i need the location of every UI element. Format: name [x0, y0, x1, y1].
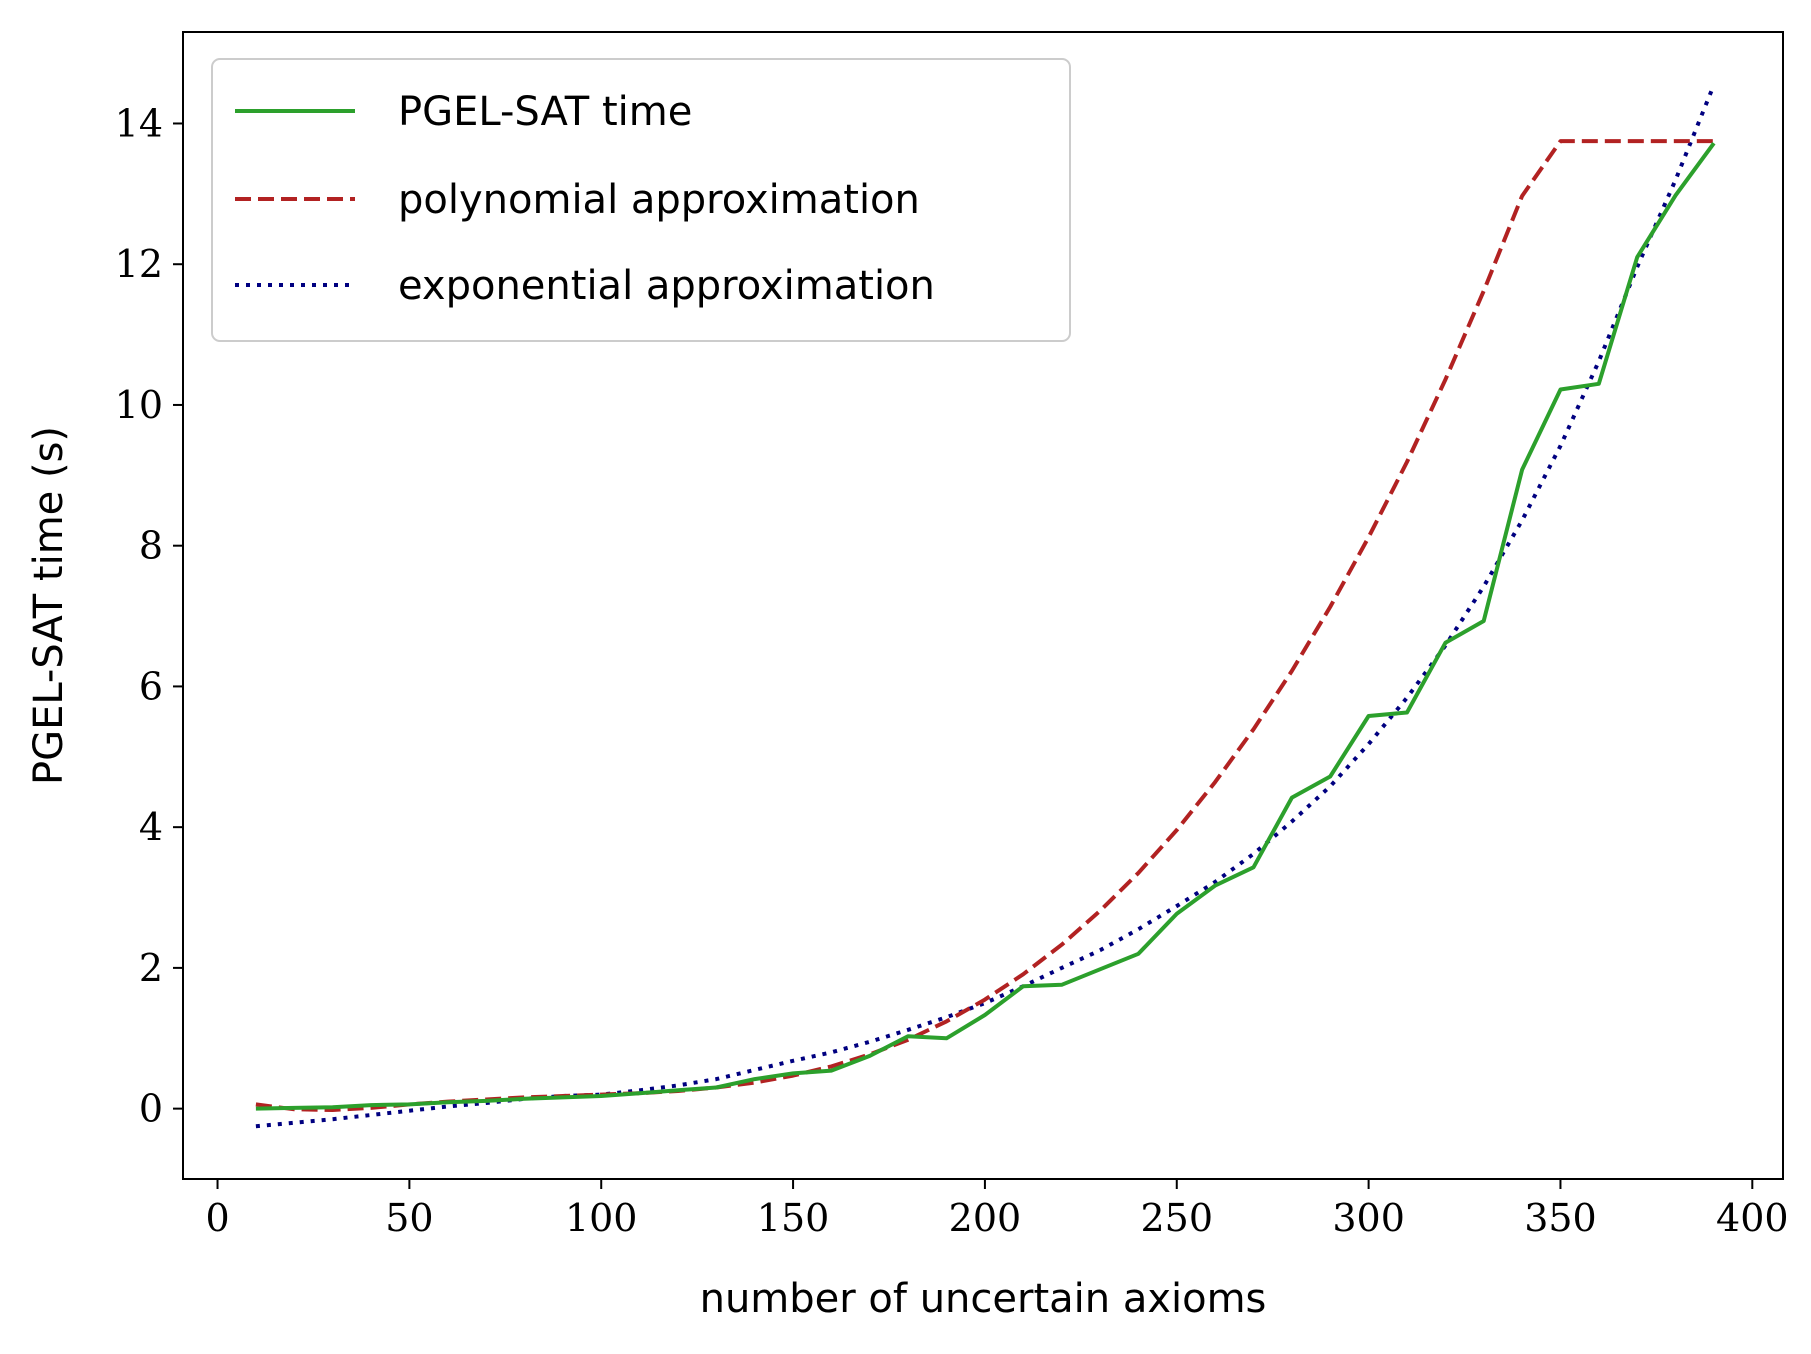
x-tick-label: 350 — [1524, 1196, 1597, 1240]
x-tick-label: 200 — [949, 1196, 1022, 1240]
legend-entry-polynomial-approximation: polynomial approximation — [398, 177, 920, 223]
x-tick-label: 150 — [757, 1196, 830, 1240]
y-tick-label: 8 — [139, 524, 163, 568]
y-tick-label: 0 — [139, 1087, 163, 1131]
y-tick-label: 2 — [139, 946, 163, 990]
x-tick-label: 250 — [1140, 1196, 1213, 1240]
y-tick-label: 12 — [115, 242, 163, 286]
x-axis-label: number of uncertain axioms — [700, 1276, 1267, 1322]
legend-entry-pgel-sat-time: PGEL-SAT time — [398, 89, 692, 135]
series-line-pgel-sat-time — [255, 142, 1716, 1111]
y-axis: 0 2 4 6 8 10 12 14 — [115, 101, 183, 1131]
y-tick-label: 10 — [115, 383, 163, 427]
x-axis: 0 50 100 150 200 250 300 350 400 — [205, 1179, 1789, 1240]
x-tick-label: 300 — [1332, 1196, 1405, 1240]
y-axis-label: PGEL-SAT time (s) — [26, 426, 72, 785]
y-tick-label: 6 — [139, 664, 163, 708]
x-tick-label: 100 — [565, 1196, 638, 1240]
series-layer — [255, 84, 1716, 1129]
x-tick-label: 0 — [205, 1196, 229, 1240]
legend-box — [211, 58, 1071, 342]
plot-frame — [182, 31, 1784, 1180]
legend-entry-exponential-approximation: exponential approximation — [398, 263, 935, 309]
y-tick-label: 4 — [139, 805, 163, 849]
legend: PGEL-SAT time polynomial approximation e… — [211, 58, 1071, 342]
x-tick-label: 400 — [1716, 1196, 1789, 1240]
x-tick-label: 50 — [385, 1196, 433, 1240]
y-tick-label: 14 — [115, 101, 163, 145]
